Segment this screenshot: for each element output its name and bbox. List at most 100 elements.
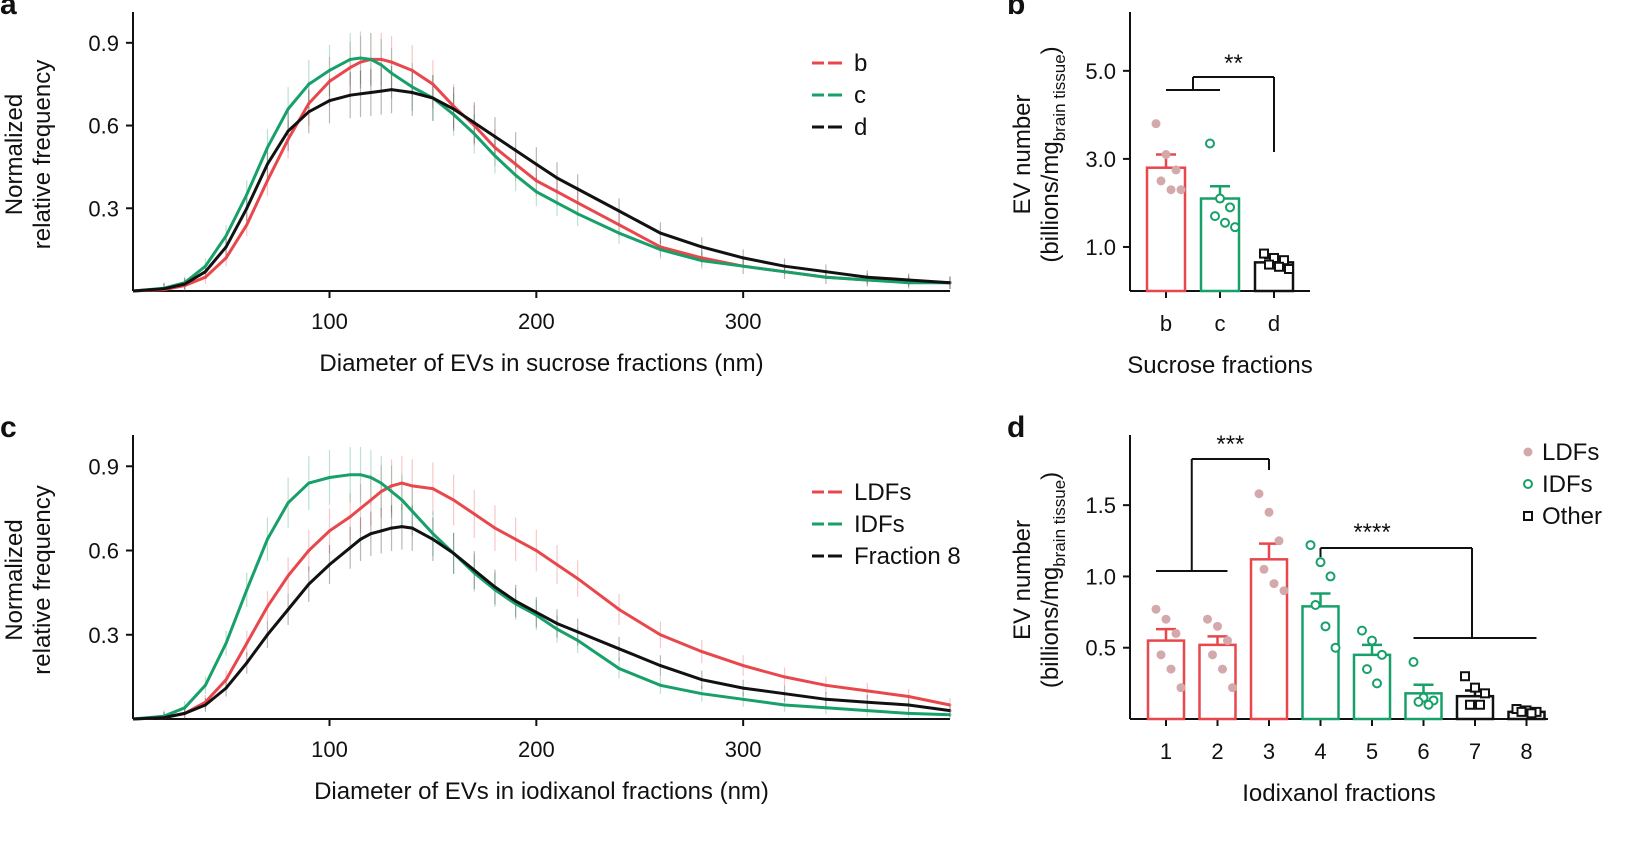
x-tick-label: 1 — [1160, 739, 1172, 764]
legend-label: LDFs — [854, 479, 911, 506]
data-point — [1480, 688, 1490, 699]
data-point — [1166, 664, 1176, 674]
x-tick-label: 8 — [1520, 739, 1532, 764]
y-tick-label: 0.3 — [88, 623, 119, 648]
y-tick-label: 1.0 — [1085, 235, 1116, 260]
panel-a: a 100 200 300 0.3 0.6 0.9 Diameter of EVs in su… — [0, 0, 952, 377]
data-point — [1284, 263, 1294, 274]
data-point — [1279, 586, 1289, 596]
x-tick-label: 300 — [725, 309, 762, 334]
data-point — [1215, 193, 1225, 204]
legend-label: LDFs — [1542, 439, 1599, 466]
data-point — [1320, 621, 1331, 632]
x-tick-label: 100 — [311, 309, 348, 334]
significance-label: ** — [1224, 50, 1243, 77]
data-point — [1171, 165, 1181, 175]
x-axis-title: Diameter of EVs in iodixanol fractions (… — [314, 778, 769, 805]
data-point — [1377, 649, 1387, 660]
panel-c: c 100 200 300 0.3 0.6 0.9 Diameter of EVs in io… — [0, 411, 961, 805]
data-point — [1259, 248, 1269, 259]
x-axis-title: Iodixanol fractions — [1242, 780, 1435, 807]
x-axis-title: Sucrose fractions — [1127, 352, 1312, 379]
y-tick-label: 0.3 — [88, 196, 119, 221]
data-point — [1372, 678, 1382, 689]
data-point — [1330, 642, 1341, 653]
bar — [1301, 605, 1340, 721]
data-point — [1176, 185, 1186, 195]
data-point — [1465, 699, 1475, 710]
panel-d: d 0.5 1.0 1.5 1 2 3 4 5 6 7 8 Iodixanol fractions EV … — [1007, 411, 1602, 807]
data-point — [1203, 614, 1212, 624]
data-point — [1526, 708, 1537, 719]
data-point — [1460, 671, 1470, 682]
data-point — [1223, 636, 1232, 646]
x-tick-label: 200 — [518, 737, 555, 762]
data-point — [1213, 621, 1222, 631]
y-tick-label: 0.9 — [88, 454, 119, 479]
bar — [1198, 643, 1237, 721]
x-tick-label: 300 — [725, 737, 762, 762]
panel-label: d — [1007, 411, 1025, 444]
data-point — [1325, 571, 1336, 582]
x-tick-label: c — [1215, 311, 1226, 336]
data-point — [1367, 635, 1377, 646]
data-point — [1176, 683, 1186, 693]
data-point — [1230, 222, 1240, 233]
x-tick-label: 3 — [1263, 739, 1275, 764]
legend-label: d — [854, 114, 867, 141]
y-axis-title-line1: EV number — [1009, 94, 1036, 214]
data-point — [1210, 211, 1220, 222]
data-point — [1310, 599, 1321, 610]
data-point — [1259, 564, 1269, 574]
data-point — [1423, 699, 1434, 710]
x-tick-label: 2 — [1211, 739, 1223, 764]
series-line-d — [132, 88, 951, 293]
legend-label: IDFs — [854, 511, 905, 538]
legend-label: Other — [1542, 503, 1602, 530]
x-tick-label: 5 — [1366, 739, 1378, 764]
x-axis-title: Diameter of EVs in sucrose fractions (nm… — [319, 350, 763, 377]
panel-label: a — [0, 0, 17, 21]
y-tick-label: 1.5 — [1085, 493, 1116, 518]
data-point — [1305, 540, 1316, 551]
x-tick-label: 4 — [1314, 739, 1326, 764]
data-point — [1161, 150, 1171, 159]
y-tick-label: 1.0 — [1085, 564, 1116, 589]
panel-b: b 1.0 3.0 5.0 b c d Sucrose fractions EV number(… — [1007, 0, 1313, 379]
bar — [1249, 558, 1289, 721]
significance-label: **** — [1353, 519, 1390, 546]
y-tick-label: 3.0 — [1085, 147, 1116, 172]
data-point — [1156, 176, 1166, 186]
y-tick-label: 0.6 — [88, 539, 119, 564]
series-line-ldfs — [132, 481, 951, 721]
data-point — [1274, 536, 1284, 546]
x-tick-label: d — [1268, 311, 1280, 336]
x-tick-label: 6 — [1417, 739, 1429, 764]
data-point — [1161, 614, 1171, 624]
y-tick-label: 0.6 — [88, 114, 119, 139]
panel-label: c — [0, 411, 17, 444]
data-point — [1220, 217, 1230, 228]
data-point — [1264, 507, 1274, 517]
bar — [1146, 639, 1186, 721]
y-tick-label: 5.0 — [1085, 59, 1116, 84]
data-point — [1315, 557, 1326, 568]
data-point — [1151, 604, 1161, 614]
data-point — [1218, 664, 1227, 674]
data-point — [1205, 138, 1215, 149]
data-point — [1228, 683, 1237, 693]
y-tick-label: 0.5 — [1085, 636, 1116, 661]
data-point — [1171, 628, 1181, 638]
series-line-c — [132, 56, 950, 293]
data-point — [1156, 650, 1166, 660]
data-point — [1269, 579, 1279, 589]
y-axis-title-line1: Normalized — [1, 94, 28, 215]
data-point — [1413, 696, 1424, 707]
significance-label: *** — [1216, 431, 1244, 458]
data-point — [1357, 625, 1367, 636]
data-point — [1362, 664, 1372, 675]
x-tick-label: 7 — [1469, 739, 1481, 764]
legend-marker-square — [1523, 511, 1533, 521]
data-point — [1254, 489, 1264, 499]
